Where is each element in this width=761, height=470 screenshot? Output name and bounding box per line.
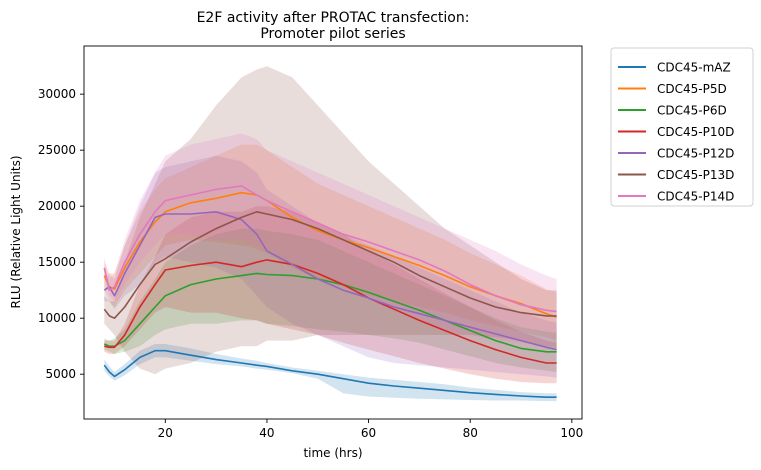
band-cdc45-p6d (104, 228, 557, 372)
y-axis-ticks: 5000 10000 15000 20000 25000 30000 (38, 87, 84, 381)
y-tick-label: 20000 (38, 199, 76, 213)
legend-label-cdc45-p13d: CDC45-P13D (657, 168, 734, 182)
x-tick-label: 80 (463, 426, 478, 440)
legend-box (610, 47, 754, 207)
chart-subtitle: Promoter pilot series (260, 26, 405, 42)
line-cdc45-p6d (103, 272, 557, 353)
line-cdc45-maz (103, 349, 557, 398)
band-cdc45-p14d (104, 133, 557, 347)
x-tick-label: 60 (361, 426, 376, 440)
confidence-bands (104, 66, 557, 402)
band-cdc45-p13d (104, 66, 557, 375)
chart-title: E2F activity after PROTAC transfection: (197, 10, 470, 26)
x-tick-label: 40 (259, 426, 274, 440)
band-cdc45-p10d (104, 206, 557, 384)
legend-label-cdc45-p12d: CDC45-P12D (657, 147, 734, 161)
legend-label-cdc45-p10d: CDC45-P10D (657, 125, 734, 139)
line-cdc45-p13d (103, 211, 557, 319)
x-tick-label: 100 (560, 426, 583, 440)
y-tick-label: 15000 (38, 255, 76, 269)
line-cdc45-p10d (104, 259, 557, 364)
series-lines (103, 185, 557, 398)
x-axis-label: time (hrs) (303, 446, 362, 460)
y-tick-label: 30000 (38, 87, 76, 101)
x-tick-label: 20 (158, 426, 173, 440)
band-cdc45-p5d (104, 144, 557, 341)
legend-label-cdc45-p5d: CDC45-P5D (657, 82, 727, 96)
y-tick-label: 25000 (38, 143, 76, 157)
legend-label-cdc45-p14d: CDC45-P14D (657, 190, 734, 204)
line-cdc45-p5d (103, 191, 557, 318)
line-cdc45-p12d (103, 211, 557, 351)
y-tick-label: 10000 (38, 311, 76, 325)
y-tick-label: 5000 (45, 367, 76, 381)
band-cdc45-maz (104, 344, 557, 402)
legend-label-cdc45-maz: CDC45-mAZ (657, 61, 731, 75)
band-cdc45-p12d (104, 155, 557, 378)
y-axis-label: RLU (Relative Light Units) (9, 155, 23, 308)
legend-label-cdc45-p6d: CDC45-P6D (657, 104, 727, 118)
legend: CDC45-mAZ CDC45-P5D CDC45-P6D CDC45-P10D CDC… (610, 47, 754, 207)
line-cdc45-p14d (103, 185, 557, 313)
x-axis-ticks: 20 40 60 80 100 (158, 419, 583, 440)
plot-frame (83, 45, 583, 420)
